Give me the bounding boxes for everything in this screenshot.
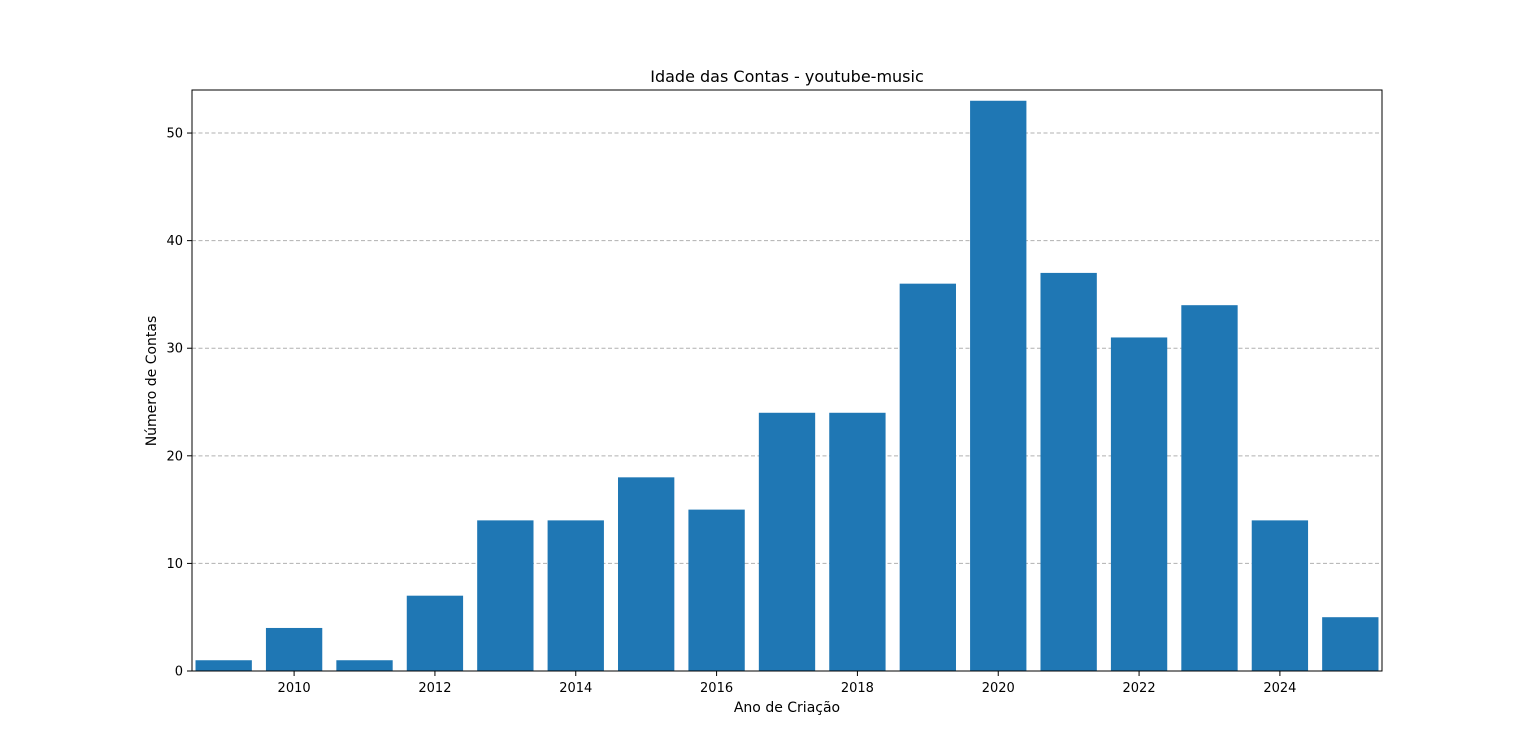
bar-2009 bbox=[195, 660, 252, 671]
bar-2024 bbox=[1251, 520, 1309, 671]
bar-2019 bbox=[899, 283, 956, 671]
y-tick-label: 10 bbox=[166, 557, 183, 572]
y-tick-label: 50 bbox=[166, 127, 183, 142]
x-tick-label: 2022 bbox=[1123, 681, 1156, 696]
bar-2025 bbox=[1322, 617, 1379, 671]
bar-2018 bbox=[829, 412, 886, 671]
bar-2011 bbox=[336, 660, 393, 671]
bar-2016 bbox=[688, 509, 745, 671]
bar-2010 bbox=[265, 627, 323, 671]
bar-2023 bbox=[1181, 305, 1238, 671]
bar-2017 bbox=[758, 412, 816, 671]
x-tick-label: 2014 bbox=[559, 681, 592, 696]
x-tick-label: 2018 bbox=[841, 681, 874, 696]
bar-2021 bbox=[1040, 272, 1097, 671]
x-tick-label: 2012 bbox=[418, 681, 451, 696]
bar-2015 bbox=[618, 477, 675, 671]
chart-title: Idade das Contas - youtube-music bbox=[650, 67, 924, 86]
x-axis-ticks: 2010 2012 2014 2016 2018 2020 2022 2024 bbox=[278, 671, 1296, 696]
bar-2012 bbox=[406, 595, 464, 671]
bar-2020 bbox=[970, 100, 1027, 671]
y-tick-label: 20 bbox=[166, 449, 183, 464]
bars bbox=[195, 100, 1379, 671]
y-tick-label: 40 bbox=[166, 234, 183, 249]
x-tick-label: 2024 bbox=[1263, 681, 1296, 696]
x-tick-label: 2010 bbox=[278, 681, 311, 696]
x-tick-label: 2020 bbox=[982, 681, 1015, 696]
x-axis-label: Ano de Criação bbox=[734, 700, 840, 716]
y-tick-label: 0 bbox=[175, 665, 183, 680]
y-tick-label: 30 bbox=[166, 342, 183, 357]
bar-2014 bbox=[547, 520, 604, 671]
bar-2022 bbox=[1110, 337, 1168, 671]
bar-2013 bbox=[477, 520, 534, 671]
x-tick-label: 2016 bbox=[700, 681, 733, 696]
y-axis-ticks: 0 10 20 30 40 50 bbox=[166, 127, 192, 680]
y-axis-label: Número de Contas bbox=[144, 316, 160, 447]
plot-frame bbox=[191, 89, 1383, 672]
